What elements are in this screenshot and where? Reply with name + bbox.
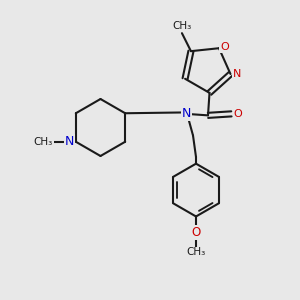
Text: CH₃: CH₃ [186,248,206,257]
Text: N: N [233,69,241,79]
Text: N: N [64,135,74,148]
Text: CH₃: CH₃ [34,137,53,147]
Text: CH₃: CH₃ [172,21,192,31]
Text: O: O [191,226,201,239]
Text: N: N [182,107,191,120]
Text: O: O [234,109,242,119]
Text: O: O [220,42,229,52]
